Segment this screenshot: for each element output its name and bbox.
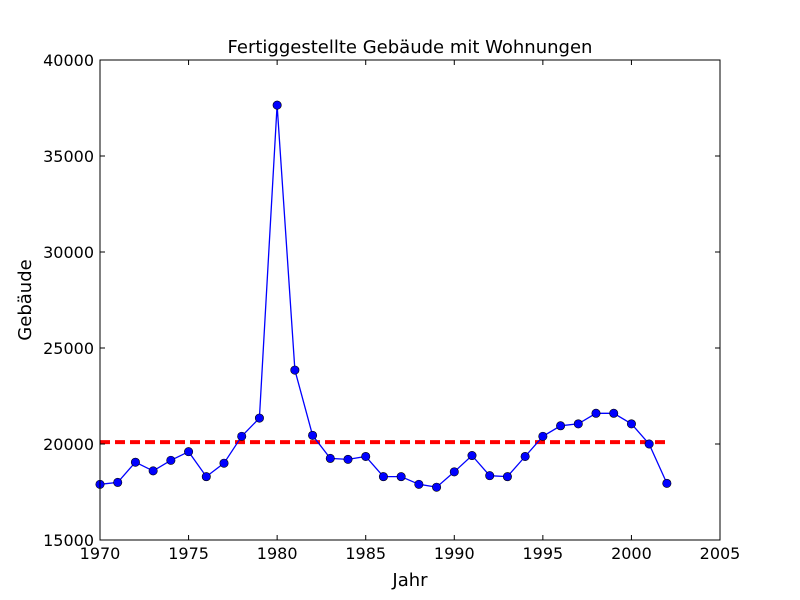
data-point bbox=[308, 430, 318, 440]
x-tick-label: 2000 bbox=[611, 544, 652, 563]
x-axis-label: Jahr bbox=[391, 570, 428, 591]
data-point bbox=[254, 413, 264, 423]
data-point bbox=[219, 458, 229, 468]
y-axis-label: Gebäude bbox=[15, 259, 36, 340]
data-point bbox=[591, 408, 601, 418]
data-point bbox=[237, 431, 247, 441]
data-point bbox=[432, 482, 442, 492]
data-point bbox=[414, 479, 424, 489]
data-point bbox=[148, 466, 158, 476]
data-point bbox=[343, 454, 353, 464]
y-tick-label: 35000 bbox=[43, 147, 94, 166]
y-tick-label: 15000 bbox=[43, 531, 94, 550]
data-point bbox=[166, 455, 176, 465]
chart-title: Fertiggestellte Gebäude mit Wohnungen bbox=[228, 37, 593, 58]
x-tick-label: 2005 bbox=[700, 544, 741, 563]
y-tick-label: 30000 bbox=[43, 243, 94, 262]
x-tick-label: 1975 bbox=[168, 544, 209, 563]
plot-frame bbox=[99, 59, 721, 541]
data-point bbox=[201, 472, 211, 482]
data-point bbox=[662, 478, 672, 488]
data-point bbox=[396, 472, 406, 482]
data-point bbox=[626, 419, 636, 429]
data-point bbox=[538, 431, 548, 441]
data-point bbox=[644, 439, 654, 449]
data-point bbox=[272, 100, 282, 110]
x-tick-label: 1970 bbox=[80, 544, 121, 563]
data-point bbox=[520, 451, 530, 461]
data-point bbox=[573, 419, 583, 429]
data-point bbox=[485, 471, 495, 481]
data-point bbox=[130, 457, 140, 467]
x-tick-label: 1980 bbox=[257, 544, 298, 563]
x-tick-label: 1990 bbox=[434, 544, 475, 563]
data-point bbox=[361, 451, 371, 461]
y-tick-label: 20000 bbox=[43, 435, 94, 454]
x-tick-label: 1985 bbox=[345, 544, 386, 563]
data-point bbox=[609, 408, 619, 418]
data-point bbox=[184, 447, 194, 457]
y-tick-label: 25000 bbox=[43, 339, 94, 358]
data-point bbox=[325, 453, 335, 463]
data-point bbox=[449, 467, 459, 477]
data-point bbox=[378, 472, 388, 482]
x-tick-label: 1995 bbox=[522, 544, 563, 563]
data-point bbox=[502, 472, 512, 482]
data-point bbox=[290, 365, 300, 375]
data-point bbox=[467, 451, 477, 461]
y-tick-label: 40000 bbox=[43, 51, 94, 70]
data-point bbox=[113, 477, 123, 487]
data-point bbox=[556, 421, 566, 431]
